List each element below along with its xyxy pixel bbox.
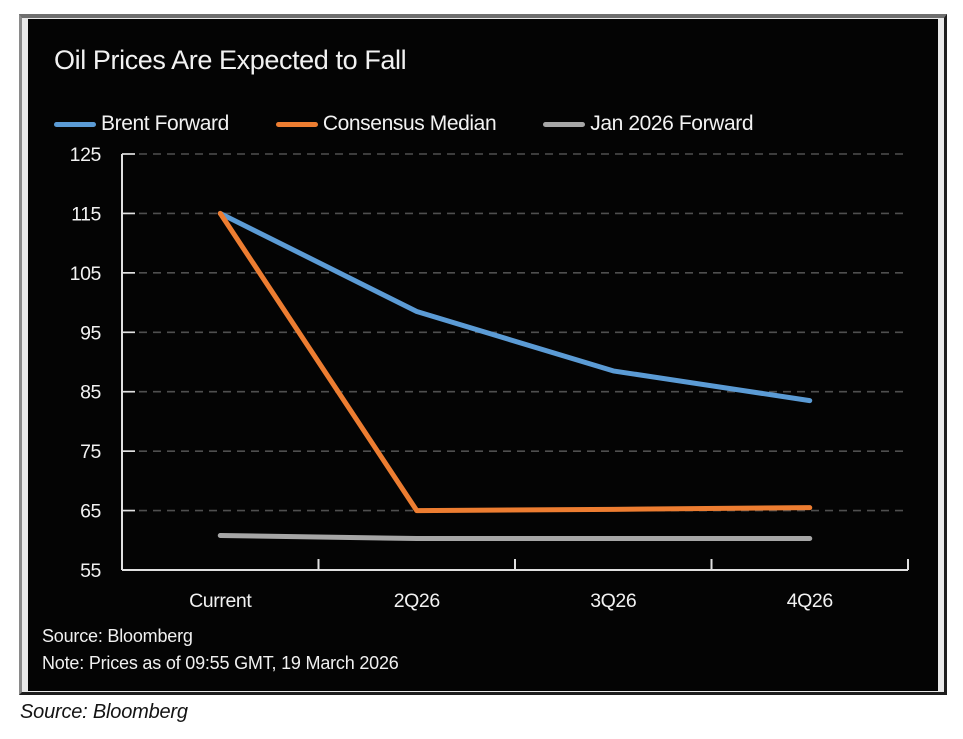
page-caption: Source: Bloomberg — [20, 701, 188, 723]
y-tick-label: 95 — [80, 322, 101, 344]
chart-footer: Source: Bloomberg Note: Prices as of 09:… — [42, 623, 399, 677]
chart-panel: Oil Prices Are Expected to Fall Brent Fo… — [28, 19, 938, 691]
y-tick-label: 105 — [70, 263, 102, 285]
legend-label: Brent Forward — [101, 112, 229, 135]
y-tick-label: 115 — [71, 203, 101, 225]
legend-item-jan-2026-forward: Jan 2026 Forward — [543, 112, 754, 136]
legend-item-consensus-median: Consensus Median — [275, 112, 497, 136]
line-swatch-icon — [543, 121, 586, 127]
line-swatch-icon — [54, 121, 96, 127]
y-tick-label: 55 — [80, 560, 101, 582]
y-tick-label: 75 — [80, 441, 101, 463]
series-line-brent-forward — [217, 210, 813, 404]
chart-title: Oil Prices Are Expected to Fall — [54, 45, 407, 75]
series-line-consensus-median — [217, 210, 813, 514]
y-tick-label: 65 — [80, 501, 101, 523]
legend-label: Jan 2026 Forward — [590, 112, 754, 135]
note-text: Note: Prices as of 09:55 GMT, 19 March 2… — [42, 653, 399, 673]
y-tick-label: 85 — [80, 382, 101, 404]
line-swatch-icon — [275, 121, 318, 127]
x-tick-label: 2Q26 — [394, 590, 440, 612]
source-text: Source: Bloomberg — [42, 626, 193, 646]
y-tick-label: 125 — [70, 144, 102, 166]
series-line-jan-2026-forward — [217, 533, 813, 542]
x-tick-label: 3Q26 — [590, 590, 636, 612]
legend-label: Consensus Median — [322, 112, 497, 135]
legend: Brent Forward Consensus Median Jan 2026 … — [54, 111, 754, 137]
x-tick-label: Current — [189, 590, 252, 612]
x-tick-label: 4Q26 — [787, 590, 833, 612]
plot-svg: 55 65 75 85 95 105 115 125 Current 2Q26 3Q26 4Q26 — [70, 144, 909, 612]
legend-item-brent-forward: Brent Forward — [54, 112, 229, 136]
chart-frame: Oil Prices Are Expected to Fall Brent Fo… — [19, 14, 947, 695]
